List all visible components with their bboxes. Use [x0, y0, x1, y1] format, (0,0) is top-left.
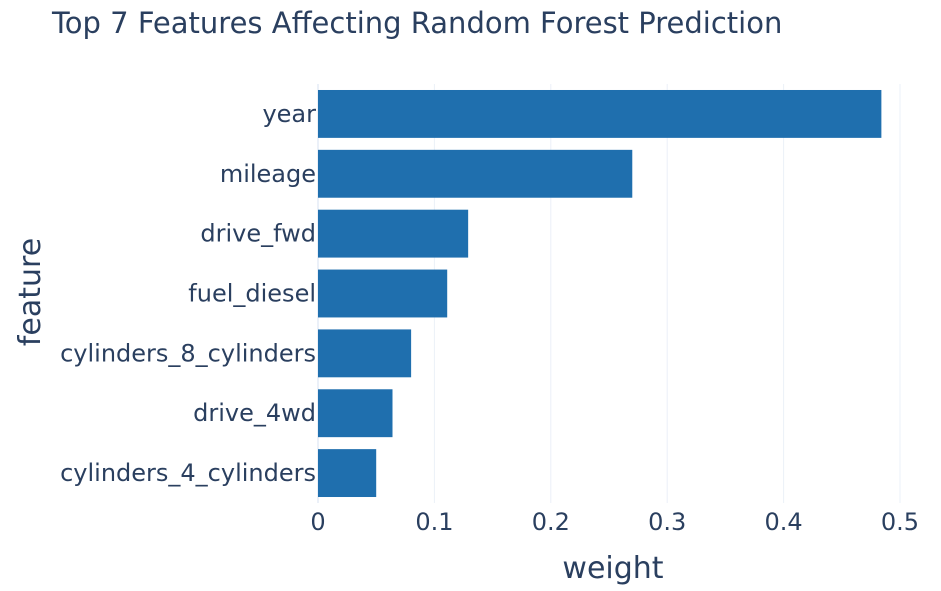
- bars: [318, 89, 882, 498]
- x-tick-label: 0.5: [881, 508, 919, 536]
- y-tick-label: cylinders_4_cylinders: [60, 459, 316, 487]
- x-axis-title: weight: [562, 551, 663, 586]
- chart-title: Top 7 Features Affecting Random Forest P…: [51, 6, 782, 40]
- x-tick-label: 0.4: [765, 508, 803, 536]
- x-tick-label: 0.3: [648, 508, 686, 536]
- x-tick-label: 0.1: [415, 508, 453, 536]
- y-tick-label: cylinders_8_cylinders: [60, 339, 316, 367]
- bar-fuel-diesel[interactable]: [318, 269, 448, 318]
- bar-cylinders-4-cylinders[interactable]: [318, 449, 377, 498]
- y-tick-label: drive_fwd: [200, 220, 316, 248]
- y-tick-label: year: [262, 100, 316, 128]
- x-tick-label: 0.2: [532, 508, 570, 536]
- y-axis-title: feature: [13, 238, 48, 346]
- x-tick-labels: 0 0.1 0.2 0.3 0.4 0.5: [310, 508, 919, 536]
- y-tick-label: drive_4wd: [193, 399, 316, 427]
- bar-drive-fwd[interactable]: [318, 209, 469, 258]
- y-tick-label: fuel_diesel: [188, 280, 316, 308]
- bar-year[interactable]: [318, 89, 882, 138]
- y-tick-labels: year mileage drive_fwd fuel_diesel cylinders…: [60, 100, 316, 487]
- bar-drive-4wd[interactable]: [318, 389, 393, 438]
- bar-mileage[interactable]: [318, 149, 633, 198]
- bar-cylinders-8-cylinders[interactable]: [318, 329, 412, 378]
- y-tick-label: mileage: [220, 160, 316, 188]
- x-tick-label: 0: [310, 508, 325, 536]
